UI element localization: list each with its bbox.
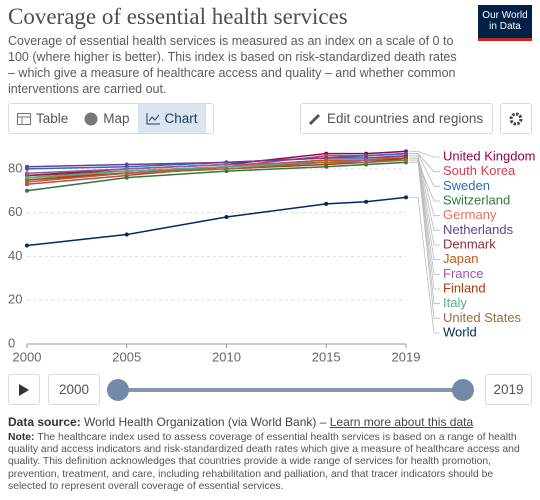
data-point [25, 180, 29, 185]
data-point [25, 164, 29, 169]
data-point [224, 215, 229, 220]
source-text: World Health Organization (via World Ban… [84, 415, 330, 429]
data-point [364, 160, 369, 165]
series-line [26, 155, 407, 168]
legend-label: Japan [443, 251, 478, 266]
series-line [26, 159, 406, 175]
icon [17, 112, 31, 125]
chart: 0 20 40 60 80 2000 2005 2010 2015 2019 United King… [8, 148, 536, 364]
data-source: Data source: World Health Organization (… [8, 415, 473, 429]
tab-label: Chart [164, 111, 198, 126]
logo-line: in Data [489, 21, 521, 32]
note: Note: The healthcare index used to asses… [8, 432, 533, 493]
data-point [25, 175, 29, 180]
source-label: Data source: [8, 415, 81, 429]
legend-label: Germany [443, 207, 497, 222]
legend-connector [409, 196, 440, 334]
play-button[interactable] [8, 374, 40, 405]
logo-line: Our World [482, 10, 528, 21]
y-tick-label: 0 [8, 335, 15, 350]
data-point [124, 232, 129, 237]
x-tick-label: 2000 [13, 349, 42, 364]
legend-connector [409, 159, 440, 319]
tab[interactable]: Chart [137, 104, 206, 133]
data-point [224, 166, 229, 171]
series-line [26, 159, 407, 183]
legend-label: United States [443, 310, 522, 325]
data-point [324, 201, 329, 206]
start-year: 2000 [48, 374, 100, 405]
x-tick-label: 2010 [212, 349, 241, 364]
logo[interactable]: Our World in Data [478, 5, 532, 41]
legend-label: Switzerland [443, 192, 510, 207]
legend-label: France [443, 266, 483, 281]
series-line [26, 196, 407, 247]
legend-connector [409, 157, 440, 290]
data-point [124, 162, 129, 167]
icon [19, 383, 29, 396]
source-link[interactable]: Learn more about this data [329, 415, 474, 429]
time-slider[interactable] [0, 375, 540, 405]
icon [146, 112, 160, 124]
x-tick-label: 2015 [312, 349, 341, 364]
data-point [404, 158, 408, 163]
chart-subtitle: Coverage of essential health services is… [8, 34, 457, 96]
data-point [404, 195, 408, 200]
tab[interactable]: Table [9, 104, 76, 133]
data-point [124, 171, 129, 176]
data-point [324, 160, 329, 165]
data-point [364, 199, 369, 204]
tab[interactable]: Map [76, 104, 137, 133]
y-tick-label: 60 [8, 204, 22, 219]
icon [84, 112, 98, 125]
series-line [26, 161, 407, 192]
y-tick-label: 20 [8, 292, 22, 307]
x-tick-label: 2005 [112, 349, 141, 364]
legend-connector [409, 150, 440, 158]
legend-label: Italy [443, 295, 467, 310]
legend-label: United Kingdom [443, 148, 536, 163]
legend-connector [409, 159, 440, 305]
slider-handle[interactable] [452, 379, 474, 401]
data-point [25, 171, 29, 176]
icon [509, 112, 523, 125]
data-point [124, 175, 129, 180]
data-point [25, 188, 29, 193]
legend-label: South Korea [443, 163, 516, 178]
data-point [25, 243, 29, 248]
y-tick-label: 80 [8, 160, 22, 175]
legend-connector [409, 155, 440, 231]
legend-connector [409, 161, 440, 202]
tab-label: Table [36, 111, 69, 126]
note-label: Note: [8, 432, 35, 443]
chart-title: Coverage of essential health services [8, 4, 348, 29]
icon [309, 113, 321, 125]
legend-label: Sweden [443, 178, 490, 193]
y-tick-label: 40 [8, 248, 22, 263]
legend-label: Netherlands [443, 222, 514, 237]
legend-label: World [443, 324, 477, 339]
legend-label: Finland [443, 280, 486, 295]
tab-bar: Table Map Chart [8, 103, 214, 134]
button-label: Edit countries and regions [327, 111, 484, 126]
legend-connector [409, 153, 440, 187]
x-tick-label: 2019 [392, 349, 421, 364]
edit-button[interactable]: Edit countries and regions [300, 103, 493, 134]
tab-label: Map [103, 111, 130, 126]
note-text: The healthcare index used to assess cove… [8, 432, 520, 492]
settings-button[interactable] [500, 103, 532, 134]
legend-label: Denmark [443, 236, 496, 251]
end-year: 2019 [485, 374, 532, 405]
slider-handle[interactable] [107, 379, 129, 401]
